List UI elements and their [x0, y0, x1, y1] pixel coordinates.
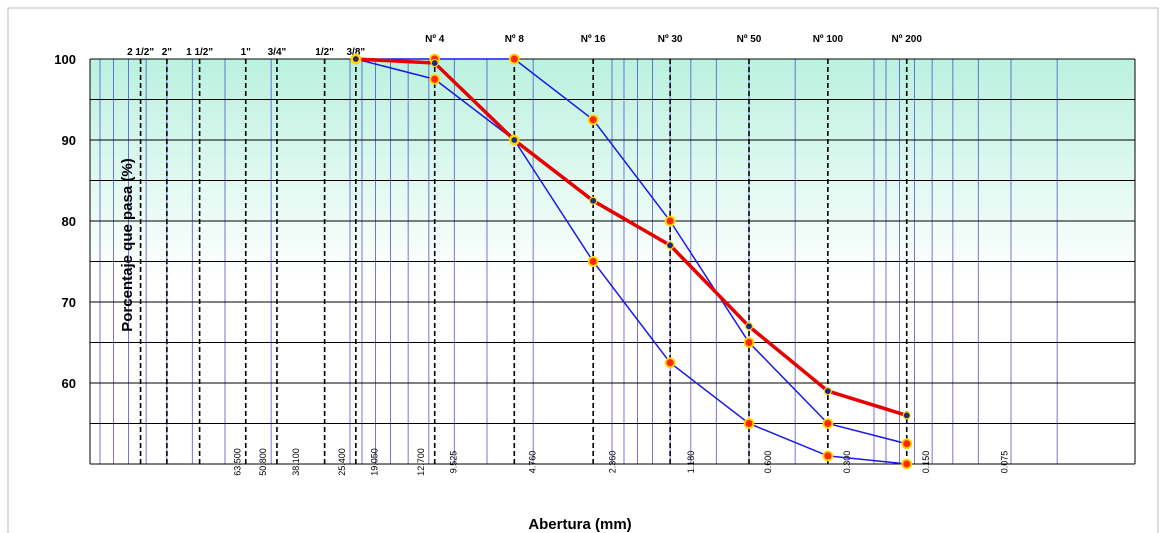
sieve-label: 1 1/2"	[186, 47, 213, 58]
x-tick-label: 19.050	[370, 448, 380, 476]
y-tick-label: 60	[62, 376, 76, 391]
data-point	[664, 215, 676, 227]
y-tick-label: 80	[62, 214, 76, 229]
x-tick-label: 12.700	[416, 448, 426, 476]
data-point	[664, 357, 676, 369]
data-point	[430, 58, 439, 68]
data-point	[822, 418, 834, 429]
y-tick-label: 90	[62, 133, 76, 148]
y-axis-label: Porcentaje que pasa (%)	[119, 158, 136, 331]
background	[90, 59, 1135, 279]
sieve-label: 1"	[241, 47, 252, 58]
sieve-label: Nº 200	[892, 34, 923, 45]
data-point	[351, 54, 360, 64]
x-tick-label: 0.150	[921, 451, 931, 474]
x-tick-label: 25.400	[337, 448, 347, 476]
data-point	[589, 196, 598, 205]
data-point	[743, 418, 755, 429]
x-tick-label: 9.525	[449, 451, 459, 474]
x-tick-label: 4.760	[527, 451, 537, 474]
x-tick-label: 1.180	[686, 451, 696, 474]
series-line	[355, 57, 908, 418]
sieve-label: Nº 8	[505, 34, 525, 45]
data-point	[743, 337, 755, 348]
y-tick-label: 100	[54, 52, 76, 67]
x-tick-label: 63.500	[233, 448, 243, 476]
x-axis-label: Abertura (mm)	[528, 516, 631, 533]
sieve-label: Nº 50	[737, 34, 762, 45]
data-point	[744, 322, 754, 331]
x-tick-label: 38.100	[291, 448, 301, 476]
data-point	[429, 73, 441, 85]
sieve-label: 1/2"	[315, 47, 334, 58]
sieve-label: 2"	[162, 47, 173, 58]
sieve-label: Nº 30	[658, 34, 683, 45]
x-tick-label: 50.800	[258, 448, 268, 476]
sieve-label: Nº 100	[813, 34, 844, 45]
data-point	[587, 114, 599, 126]
data-point	[901, 458, 913, 470]
x-tick-label: 0.300	[842, 451, 852, 474]
data-point	[901, 438, 913, 450]
x-tick-label: 0.600	[763, 451, 773, 474]
sieve-label: 3/4"	[268, 47, 287, 58]
y-tick-label: 70	[62, 295, 76, 310]
x-tick-label: 0.075	[1000, 451, 1010, 474]
data-point	[508, 53, 520, 65]
sieve-label: Nº 16	[581, 34, 606, 45]
sieve-label: Nº 4	[425, 34, 445, 45]
x-tick-label: 2.360	[607, 451, 617, 474]
data-point	[666, 241, 675, 250]
data-point	[823, 387, 832, 396]
data-point	[587, 256, 599, 267]
sieve-label: 2 1/2"	[127, 47, 154, 58]
data-point	[510, 135, 519, 145]
series-line	[355, 58, 907, 445]
sieve-label: 3/8"	[347, 47, 366, 58]
data-point	[902, 411, 911, 420]
data-point	[822, 450, 834, 462]
series-line	[355, 58, 907, 465]
